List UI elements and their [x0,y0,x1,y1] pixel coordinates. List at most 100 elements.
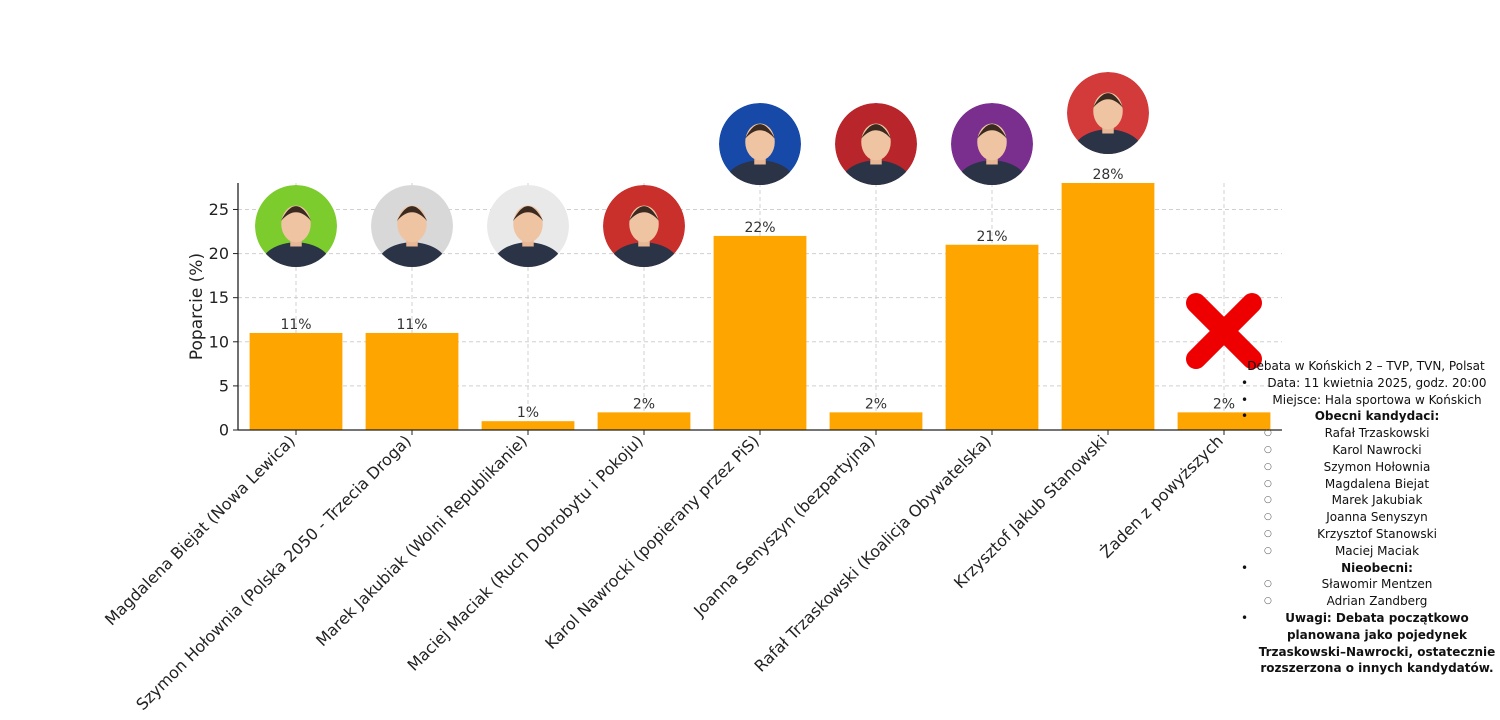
bar-value-label: 2% [865,396,887,412]
bar-value-label: 28% [1092,167,1123,183]
bar [945,244,1039,430]
present-candidate-name: Karol Nawrocki [1332,442,1422,457]
present-candidate-item: ○ Karol Nawrocki [1234,442,1498,459]
circle-bullet-icon: ○ [1264,579,1272,590]
candidate-portrait-icon [1067,72,1149,154]
portrait-shoulders [725,160,795,185]
absent-heading-row: • Nieobecni: [1234,560,1498,577]
info-place-row: • Miejsce: Hala sportowa w Końskich [1234,392,1498,409]
x-category-label: Joanna Senyszyn (bezpartyjna) [689,431,879,621]
candidate-portrait-icon [371,185,453,267]
x-category-label: Magdalena Biejat (Nowa Lewica) [101,431,299,629]
portrait-face [977,123,1007,161]
y-tick-label: 10 [209,332,229,351]
info-note: Uwagi: Debata początkowo planowana jako … [1258,610,1496,676]
candidate-portrait-icon [603,185,685,267]
x-category-label: Marek Jakubiak (Wolni Republikanie) [312,431,531,650]
bar-value-label: 22% [744,220,775,236]
x-category-label: Rafał Trzaskowski (Koalicja Obywatelska) [751,431,995,675]
portrait-hair [628,206,660,222]
portrait-shoulders [377,242,447,267]
y-tick-label: 15 [209,288,229,307]
present-candidate-item: ○ Magdalena Biejat [1234,476,1498,493]
present-candidate-name: Rafał Trzaskowski [1324,426,1430,441]
bullet-icon: • [1241,610,1249,625]
y-axis-title: Poparcie (%) [187,253,207,360]
present-candidates-list: ○ Rafał Trzaskowski ○ Karol Nawrocki ○ Szymon… [1234,425,1498,559]
portrait-hair [744,124,776,140]
bar [597,412,691,430]
candidate-portrait-icon [951,103,1033,185]
present-candidate-item: ○ Rafał Trzaskowski [1234,425,1498,442]
bar [829,412,923,430]
portrait-face [745,123,775,161]
present-candidate-name: Marek Jakubiak [1331,493,1423,508]
present-candidate-name: Krzysztof Stanowski [1317,526,1437,541]
x-category-label: Maciej Maciak (Ruch Dobrobytu i Pokoju) [403,431,646,674]
portrait-face [1093,92,1123,130]
cross-icon [1186,293,1262,369]
bullet-icon: • [1241,560,1249,575]
x-category-label: Żaden z powyższych [1096,431,1226,561]
portrait-face [397,205,427,243]
absent-candidates-list: ○ Sławomir Mentzen ○ Adrian Zandberg [1234,576,1498,610]
bullet-icon: • [1241,375,1249,390]
portrait-face [281,205,311,243]
y-tick-label: 5 [219,376,229,395]
absent-candidate-name: Adrian Zandberg [1326,594,1428,609]
present-heading-row: • Obecni kandydaci: [1234,408,1498,425]
present-candidate-item: ○ Krzysztof Stanowski [1234,526,1498,543]
cross-stroke [1186,293,1262,369]
circle-bullet-icon: ○ [1264,512,1272,523]
y-tick-label: 25 [209,200,229,219]
portrait-shoulders [841,160,911,185]
x-category-label: Karol Nawrocki (popierany przez PiS) [541,431,763,653]
candidate-portrait-icon [255,185,337,267]
bar-value-label: 1% [517,405,539,421]
portrait-hair [396,206,428,222]
circle-bullet-icon: ○ [1264,528,1272,539]
portrait-hair [860,124,892,140]
circle-bullet-icon: ○ [1264,596,1272,607]
portrait-shoulders [1073,129,1143,154]
portrait-face [629,205,659,243]
portrait-shoulders [493,242,563,267]
circle-bullet-icon: ○ [1264,461,1272,472]
bar-value-label: 11% [396,317,427,333]
absent-heading: Nieobecni: [1341,560,1413,575]
present-candidate-item: ○ Marek Jakubiak [1234,492,1498,509]
present-candidate-name: Maciej Maciak [1334,543,1420,558]
portrait-shoulders [609,242,679,267]
circle-bullet-icon: ○ [1264,444,1272,455]
absent-candidate-name: Sławomir Mentzen [1321,577,1433,592]
circle-bullet-icon: ○ [1264,495,1272,506]
candidate-portrait-icon [487,185,569,267]
bar [249,332,343,430]
circle-bullet-icon: ○ [1264,428,1272,439]
bar [1061,183,1155,430]
bullet-icon: • [1241,409,1249,424]
present-heading: Obecni kandydaci: [1314,409,1440,424]
portrait-hair [976,124,1008,140]
note-row: • Uwagi: Debata początkowo planowana jak… [1234,610,1498,677]
bar [1177,412,1271,430]
y-tick-label: 20 [209,244,229,263]
portrait-face [513,205,543,243]
bar [713,235,807,430]
info-date: Data: 11 kwietnia 2025, godz. 20:00 [1267,375,1487,390]
absent-candidate-item: ○ Adrian Zandberg [1234,593,1498,610]
absent-candidate-item: ○ Sławomir Mentzen [1234,576,1498,593]
present-candidate-name: Magdalena Biejat [1324,476,1430,491]
bullet-icon: • [1241,392,1249,407]
bar [481,421,575,430]
circle-bullet-icon: ○ [1264,478,1272,489]
circle-bullet-icon: ○ [1264,545,1272,556]
y-tick-label: 0 [219,421,229,440]
bar-value-label: 2% [633,396,655,412]
bar [365,332,459,430]
bar-value-label: 11% [280,317,311,333]
present-candidate-item: ○ Maciej Maciak [1234,543,1498,560]
x-category-label: Szymon Hołownia (Polska 2050 - Trzecia D… [132,431,415,714]
info-title: Debata w Końskich 2 – TVP, TVN, Polsat [1247,359,1485,373]
debate-info-panel: Debata w Końskich 2 – TVP, TVN, Polsat •… [1234,358,1498,677]
